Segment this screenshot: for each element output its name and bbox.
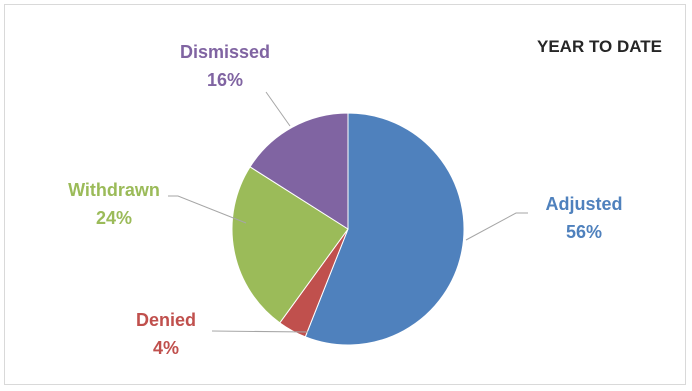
label-value-adjusted: 56% (566, 222, 602, 242)
pie-slices (231, 112, 465, 346)
label-value-denied: 4% (153, 338, 179, 358)
label-value-dismissed: 16% (207, 70, 243, 90)
leader-line-withdrawn (168, 195, 247, 224)
data-labels: Adjusted 56% Denied 4% Withdrawn 24% Dismissed… (68, 42, 622, 358)
label-name-withdrawn: Withdrawn (68, 180, 160, 200)
label-name-dismissed: Dismissed (180, 42, 270, 62)
chart-title: YEAR TO DATE (537, 37, 662, 56)
leader-line-dismissed (265, 91, 291, 127)
label-name-denied: Denied (136, 310, 196, 330)
label-value-withdrawn: 24% (96, 208, 132, 228)
slice-adjusted (304, 112, 465, 346)
slice-dismissed (249, 112, 349, 230)
leader-line-denied (211, 330, 309, 333)
leader-lines (168, 91, 528, 333)
label-name-adjusted: Adjusted (545, 194, 622, 214)
slice-withdrawn (231, 166, 349, 324)
leader-line-adjusted (465, 212, 528, 241)
